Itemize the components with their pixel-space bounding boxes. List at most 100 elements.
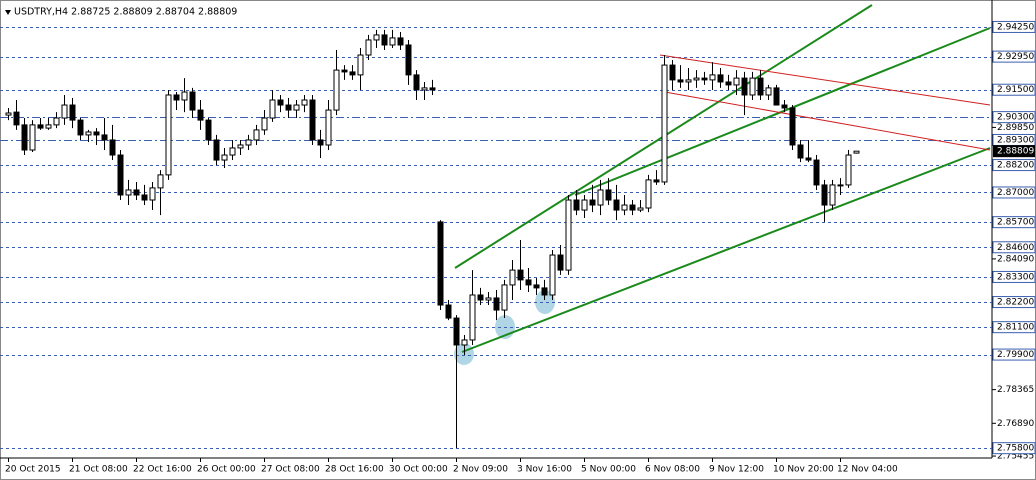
candle-body [309,99,316,141]
candle-body [805,157,812,161]
candle-body [653,179,660,183]
candle-body [677,79,684,83]
candle-body [277,99,284,106]
candle-body [789,107,796,146]
candle-body [397,37,404,46]
x-tick-label: 26 Oct 00:00 [197,465,256,475]
candle-body [517,269,524,281]
candle-body [581,199,588,211]
x-tick-label: 3 Nov 16:00 [517,465,572,475]
level-label: 2.84600 [997,243,1034,253]
candle-body [445,304,452,319]
candle-body [109,139,116,156]
candle-body [165,94,172,176]
level-label: 2.91500 [997,85,1034,95]
x-tick-label: 21 Oct 08:00 [69,465,128,475]
level-label-box [992,442,1036,455]
candle-body [565,199,572,271]
candle-body [605,189,612,201]
candle-body [725,81,732,86]
candle-body [389,37,396,46]
candle-body [141,194,148,201]
candle-body [829,184,836,206]
candle-body [773,87,780,106]
y-tick-label: 2.75455 [997,452,1034,462]
level-label: 2.82200 [997,298,1034,308]
candle-body [525,279,532,286]
level-label: 2.79900 [997,350,1034,360]
candle-body [317,139,324,146]
candle-body [597,189,604,206]
candle-body [341,69,348,73]
candle-body [117,154,124,196]
candle-body [53,117,60,126]
candle-body [765,87,772,96]
candle-body [357,54,364,76]
candle-body [45,124,52,129]
level-label-box [992,216,1036,229]
candle-body [365,39,372,56]
candle-body [821,184,828,206]
candle-body [213,139,220,161]
chart-title: USDTRY,H4 2.88725 2.88809 2.88704 2.8880… [14,7,237,18]
candle-body [741,77,748,96]
trend-line [664,91,991,151]
candle-body [181,91,188,101]
candle-body [421,87,428,91]
candle-body [469,294,476,341]
level-label-box [992,348,1036,361]
level-label-box [992,186,1036,199]
x-tick-label: 20 Oct 2015 [5,465,61,475]
candle-body [69,104,76,121]
level-label: 2.83300 [997,272,1034,282]
candle-body [541,287,548,296]
candle-body [437,221,444,306]
candle-body [205,119,212,141]
candle-body [133,189,140,196]
level-label-box [992,270,1036,283]
level-label: 2.81100 [997,323,1034,333]
candle-body [285,104,292,111]
trend-line [461,147,991,353]
current-price-label: 2.88809 [997,147,1034,157]
candle-body [189,91,196,111]
x-tick-label: 6 Nov 08:00 [645,465,700,475]
level-label-box [992,321,1036,334]
candle-body [757,77,764,96]
candle-body [709,74,716,81]
x-tick-label: 2 Nov 09:00 [453,465,508,475]
candle-body [5,112,12,116]
level-label-box [992,20,1036,33]
candle-body [61,104,68,119]
level-label: 2.92950 [997,52,1034,62]
candle-body [573,199,580,211]
candle-body [221,154,228,161]
candle-body [349,71,356,76]
candle-body [253,129,260,141]
x-tick-label: 5 Nov 00:00 [581,465,636,475]
x-tick-label: 27 Oct 08:00 [261,465,320,475]
trend-line [574,27,991,196]
candle-body [173,94,180,101]
level-label-box [992,83,1036,96]
level-label: 2.94250 [997,22,1034,32]
candle-body [157,174,164,189]
candle-body [509,269,516,286]
candle-body [589,199,596,206]
candle-body [293,104,300,111]
candle-body [781,104,788,109]
candle-body [461,339,468,346]
highlight-circle [535,290,555,314]
candle-body [661,64,668,183]
x-tick-label: 28 Oct 16:00 [325,465,384,475]
candle-body [101,134,108,141]
candle-body [125,189,132,196]
candle-body [413,74,420,91]
candle-body [13,111,20,126]
candle-body [149,187,156,201]
level-label-box [992,296,1036,309]
y-tick-label: 2.76890 [997,419,1034,429]
level-label-box [992,241,1036,254]
